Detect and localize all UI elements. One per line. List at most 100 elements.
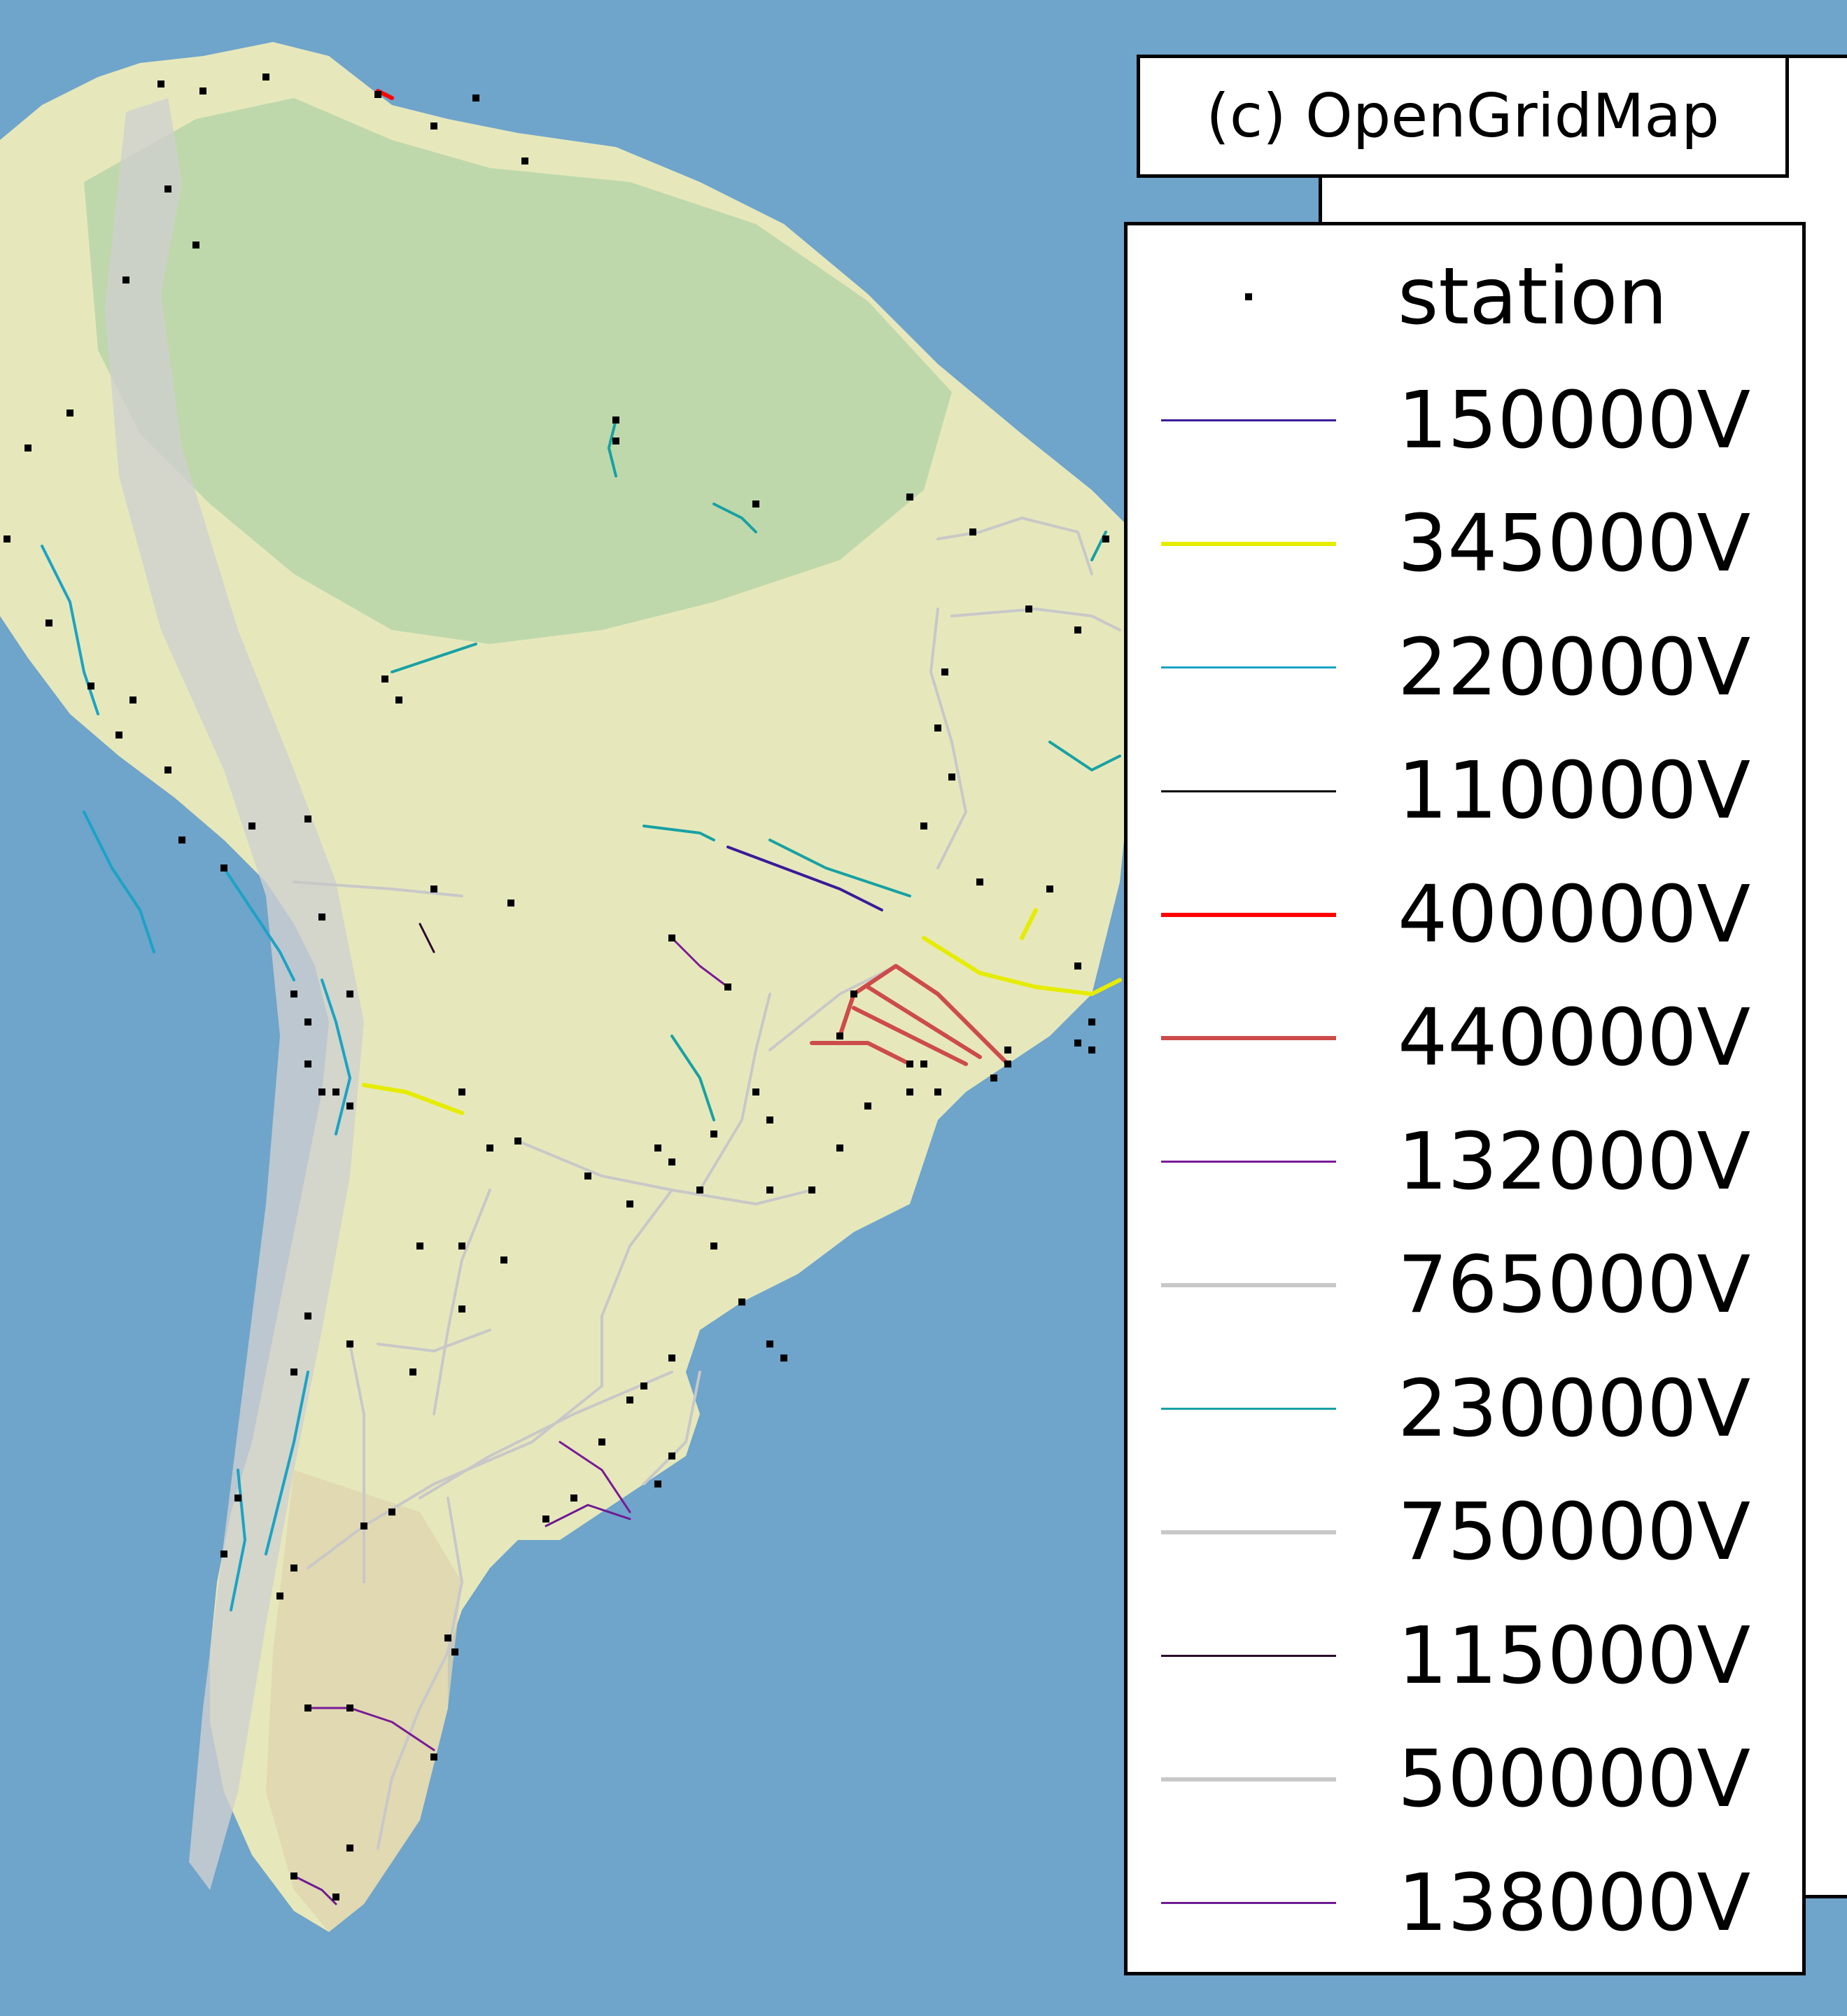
line-swatch: [1161, 784, 1336, 798]
station-marker: [808, 1186, 815, 1194]
map-title-box: (c) OpenGridMap: [1137, 55, 1789, 178]
transmission-line: [293, 1875, 337, 1905]
transmission-line: [321, 979, 351, 1135]
station-marker: [584, 1172, 591, 1180]
station-marker: [626, 1200, 633, 1208]
station-marker: [864, 1102, 871, 1110]
transmission-line: [698, 993, 771, 1191]
station-marker-icon: [1161, 290, 1336, 304]
station-marker: [640, 1382, 647, 1390]
patagonia-arid: [266, 1470, 462, 1932]
station-marker: [1004, 1046, 1011, 1054]
legend-item: 138000V: [1128, 1842, 1802, 1965]
line-swatch: [1161, 1155, 1336, 1169]
legend-label: 110000V: [1398, 746, 1751, 836]
station-marker: [969, 528, 976, 536]
station-marker: [500, 1256, 507, 1264]
transmission-line: [293, 881, 463, 897]
station-marker: [1074, 626, 1081, 634]
station-marker: [920, 1060, 927, 1068]
transmission-line: [265, 1371, 309, 1555]
line-swatch: [1161, 414, 1336, 428]
station-marker: [430, 122, 437, 130]
transmission-line: [391, 643, 477, 673]
station-marker: [668, 1452, 675, 1460]
station-marker: [1088, 1046, 1095, 1054]
station-marker: [409, 1368, 416, 1376]
station-marker: [416, 1242, 423, 1250]
station-marker: [612, 438, 619, 444]
transmission-line: [866, 985, 982, 1059]
station-marker: [1004, 1060, 1011, 1068]
station-marker: [220, 864, 227, 872]
station-marker: [381, 676, 388, 682]
station-marker: [192, 241, 199, 248]
station-marker: [752, 1088, 759, 1096]
station-marker: [1102, 536, 1109, 542]
station-marker: [738, 1298, 745, 1306]
transmission-line: [608, 419, 617, 477]
line-swatch: [1161, 1031, 1336, 1045]
station-marker: [836, 1032, 843, 1040]
station-marker: [906, 1060, 913, 1068]
station-marker: [1025, 606, 1032, 612]
station-marker: [346, 990, 353, 997]
legend-label: 150000V: [1398, 374, 1751, 466]
legend-item: 115000V: [1128, 1595, 1802, 1718]
station-marker: [304, 1018, 311, 1026]
station-marker: [346, 1340, 353, 1348]
line-swatch: [1161, 908, 1336, 922]
station-marker: [430, 886, 437, 892]
station-marker: [948, 774, 955, 780]
station-marker: [724, 983, 731, 990]
station-marker: [66, 410, 73, 416]
transmission-line: [929, 608, 967, 869]
station-marker: [346, 1844, 353, 1851]
station-marker: [710, 1242, 717, 1250]
station-marker: [668, 1158, 675, 1166]
station-marker: [1088, 1018, 1095, 1026]
station-marker: [906, 1088, 913, 1096]
station-marker: [395, 696, 402, 704]
transmission-line: [768, 839, 911, 897]
station-marker: [24, 444, 31, 451]
station-marker: [507, 899, 514, 906]
station-marker: [458, 1242, 465, 1250]
legend-label: 500000V: [1398, 1734, 1751, 1825]
transmission-line: [838, 964, 1010, 1066]
legend-label: 345000V: [1398, 498, 1751, 589]
transmission-line: [601, 1189, 673, 1387]
station-marker: [458, 1306, 465, 1312]
station-marker: [514, 1138, 521, 1144]
station-marker: [430, 1754, 437, 1760]
station-marker: [290, 1872, 297, 1879]
line-swatch: [1161, 661, 1336, 675]
station-marker: [115, 732, 122, 738]
station-marker: [87, 682, 94, 690]
transmission-line: [922, 936, 1122, 996]
station-marker: [360, 1522, 367, 1530]
transmission-line: [1020, 908, 1038, 940]
transmission-line: [362, 1083, 464, 1115]
legend-label: 220000V: [1398, 622, 1751, 713]
station-marker: [668, 934, 675, 941]
station-marker: [668, 1354, 675, 1362]
station-marker: [934, 1088, 941, 1096]
map-title: (c) OpenGridMap: [1206, 81, 1720, 151]
line-swatch: [1161, 1525, 1336, 1539]
transmission-line: [726, 846, 883, 911]
transmission-line: [559, 1441, 631, 1513]
transmission-line: [642, 1371, 701, 1485]
station-marker: [570, 1494, 577, 1502]
legend: station 150000V 345000V 220000V 110000V 40000…: [1124, 222, 1806, 1975]
line-swatch: [1161, 1772, 1336, 1786]
station-marker: [696, 1186, 703, 1194]
legend-item: 230000V: [1128, 1348, 1802, 1471]
stations: [3, 74, 1109, 1900]
station-marker: [444, 1634, 451, 1642]
station-marker: [178, 836, 185, 844]
legend-item: 220000V: [1128, 606, 1802, 729]
station-marker: [766, 1116, 773, 1124]
transmission-line: [307, 1707, 435, 1751]
station-marker: [850, 990, 857, 997]
